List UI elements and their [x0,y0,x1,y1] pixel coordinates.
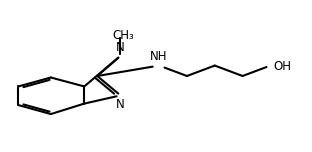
Text: OH: OH [273,60,291,73]
Text: CH₃: CH₃ [113,29,134,42]
Text: N: N [116,41,125,54]
Text: N: N [116,98,125,111]
Text: NH: NH [150,50,168,63]
